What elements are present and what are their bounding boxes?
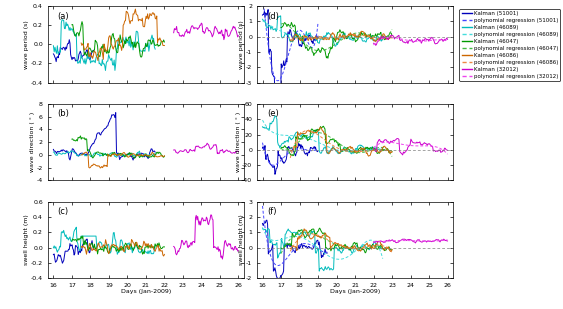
Text: (e): (e) — [267, 109, 279, 118]
Text: (f): (f) — [267, 207, 276, 216]
Y-axis label: wave period (s): wave period (s) — [239, 20, 244, 69]
X-axis label: Days (Jan-2009): Days (Jan-2009) — [121, 289, 171, 294]
Legend: Kalman (51001), polynomial regression (51001), Kalman (46089), polynomial regres: Kalman (51001), polynomial regression (5… — [459, 9, 560, 81]
Y-axis label: wave period (s): wave period (s) — [24, 20, 29, 69]
Text: (c): (c) — [57, 207, 69, 216]
Text: (b): (b) — [57, 109, 70, 118]
Text: (a): (a) — [57, 11, 69, 20]
Y-axis label: wave direction ( ° ): wave direction ( ° ) — [30, 112, 35, 172]
Y-axis label: swell height (m): swell height (m) — [24, 214, 29, 265]
Text: (d): (d) — [267, 11, 279, 20]
Y-axis label: swell height (m): swell height (m) — [239, 214, 244, 265]
Y-axis label: wave direction ( ° ): wave direction ( ° ) — [235, 112, 240, 172]
X-axis label: Days (Jan-2009): Days (Jan-2009) — [330, 289, 380, 294]
